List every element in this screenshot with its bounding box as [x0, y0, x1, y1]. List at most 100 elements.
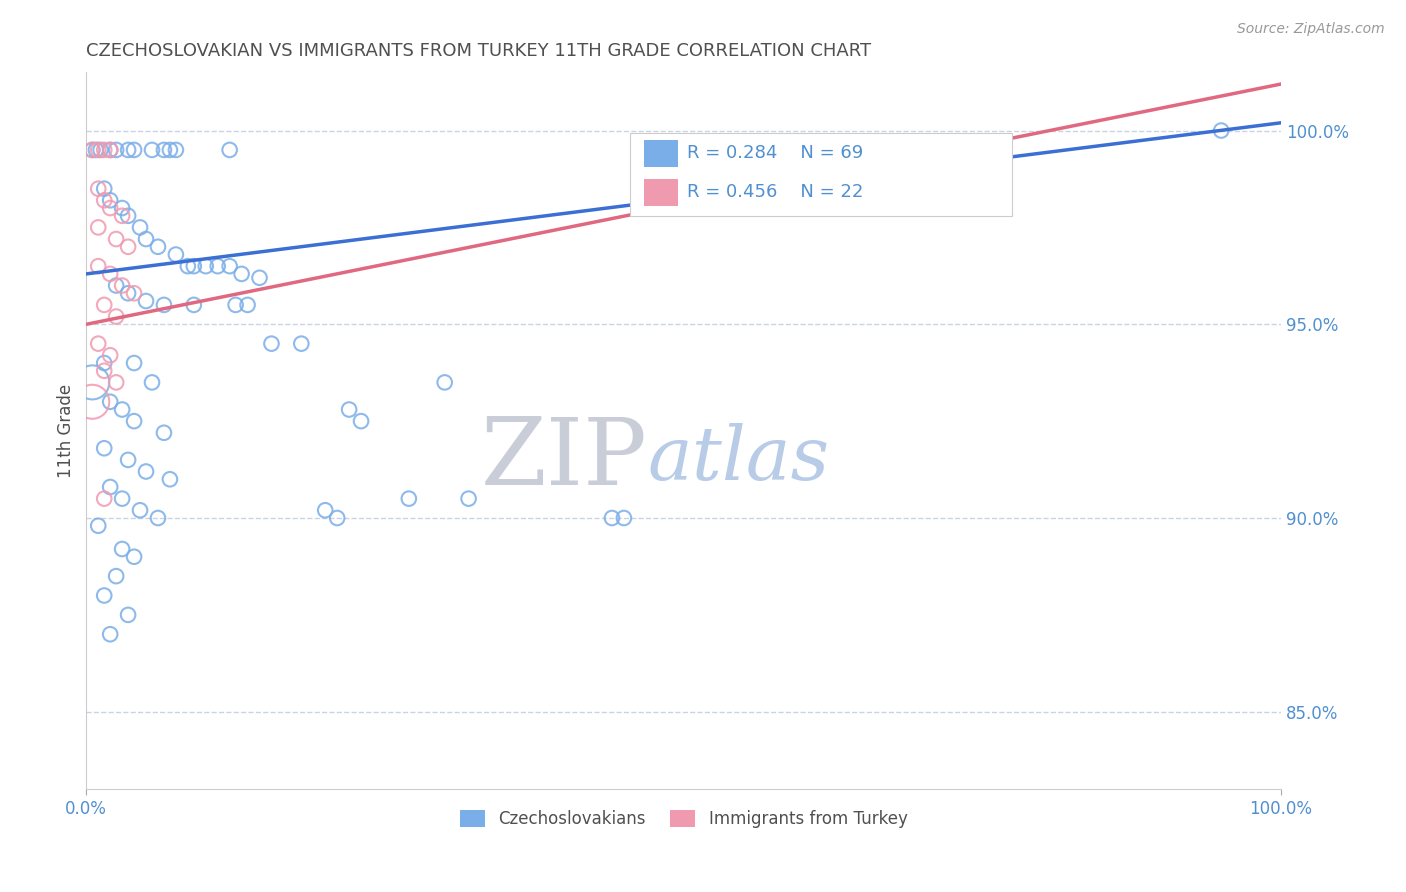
Point: [122, 286, 145, 301]
Point: [105, 232, 128, 246]
Point: [105, 376, 128, 390]
Point: [153, 298, 176, 312]
Point: [117, 607, 139, 622]
Point: [433, 376, 456, 390]
Point: [82, 376, 104, 390]
FancyBboxPatch shape: [644, 140, 678, 167]
Point: [87, 518, 110, 533]
Point: [98, 143, 121, 157]
Point: [105, 143, 128, 157]
Point: [98, 194, 121, 208]
Point: [111, 541, 134, 556]
Text: CZECHOSLOVAKIAN VS IMMIGRANTS FROM TURKEY 11TH GRADE CORRELATION CHART: CZECHOSLOVAKIAN VS IMMIGRANTS FROM TURKE…: [86, 42, 872, 60]
Text: ZIP: ZIP: [481, 415, 648, 505]
Point: [1211, 123, 1233, 137]
Point: [105, 310, 128, 324]
Point: [105, 278, 128, 293]
Point: [93, 143, 115, 157]
Point: [98, 143, 121, 157]
Point: [98, 267, 121, 281]
Y-axis label: 11th Grade: 11th Grade: [58, 384, 75, 478]
Point: [183, 259, 205, 273]
Text: R = 0.456    N = 22: R = 0.456 N = 22: [688, 183, 863, 201]
Point: [129, 220, 152, 235]
Point: [457, 491, 479, 506]
Point: [218, 143, 240, 157]
Point: [146, 240, 169, 254]
Text: R = 0.284    N = 69: R = 0.284 N = 69: [688, 145, 863, 162]
Point: [159, 472, 181, 486]
Point: [105, 569, 128, 583]
Point: [117, 240, 139, 254]
Point: [117, 286, 139, 301]
Point: [82, 394, 104, 409]
Point: [135, 232, 157, 246]
Point: [183, 298, 205, 312]
Point: [82, 143, 104, 157]
Point: [350, 414, 373, 428]
Point: [87, 259, 110, 273]
Point: [225, 298, 247, 312]
Point: [236, 298, 259, 312]
Point: [90, 143, 112, 157]
Point: [165, 247, 187, 261]
Point: [117, 453, 139, 467]
Point: [129, 503, 152, 517]
Point: [153, 425, 176, 440]
Point: [93, 589, 115, 603]
Point: [600, 511, 623, 525]
Point: [98, 201, 121, 215]
Point: [135, 465, 157, 479]
Point: [111, 278, 134, 293]
Point: [111, 209, 134, 223]
Point: [117, 209, 139, 223]
FancyBboxPatch shape: [630, 134, 1012, 216]
Point: [98, 348, 121, 362]
Point: [146, 511, 169, 525]
Point: [98, 627, 121, 641]
Point: [111, 402, 134, 417]
Point: [260, 336, 283, 351]
Point: [82, 143, 104, 157]
Point: [93, 182, 115, 196]
Point: [326, 511, 349, 525]
Point: [231, 267, 253, 281]
Legend: Czechoslovakians, Immigrants from Turkey: Czechoslovakians, Immigrants from Turkey: [453, 803, 914, 835]
Point: [93, 298, 115, 312]
Point: [122, 143, 145, 157]
Point: [207, 259, 229, 273]
Point: [613, 511, 636, 525]
Point: [159, 143, 181, 157]
FancyBboxPatch shape: [644, 178, 678, 206]
Point: [141, 376, 163, 390]
Point: [87, 182, 110, 196]
Point: [153, 143, 176, 157]
Text: atlas: atlas: [648, 423, 830, 496]
Point: [98, 394, 121, 409]
Point: [290, 336, 312, 351]
Point: [87, 143, 110, 157]
Point: [93, 194, 115, 208]
Point: [165, 143, 187, 157]
Point: [98, 480, 121, 494]
Point: [93, 356, 115, 370]
Point: [337, 402, 360, 417]
Point: [141, 143, 163, 157]
Point: [84, 143, 107, 157]
Point: [111, 491, 134, 506]
Point: [122, 549, 145, 564]
Point: [218, 259, 240, 273]
Point: [87, 220, 110, 235]
Point: [194, 259, 217, 273]
Point: [135, 293, 157, 308]
Point: [122, 414, 145, 428]
Point: [87, 336, 110, 351]
Point: [398, 491, 420, 506]
Point: [93, 442, 115, 456]
Point: [177, 259, 200, 273]
Point: [249, 270, 271, 285]
Point: [111, 201, 134, 215]
Point: [93, 491, 115, 506]
Point: [93, 364, 115, 378]
Text: Source: ZipAtlas.com: Source: ZipAtlas.com: [1237, 22, 1385, 37]
